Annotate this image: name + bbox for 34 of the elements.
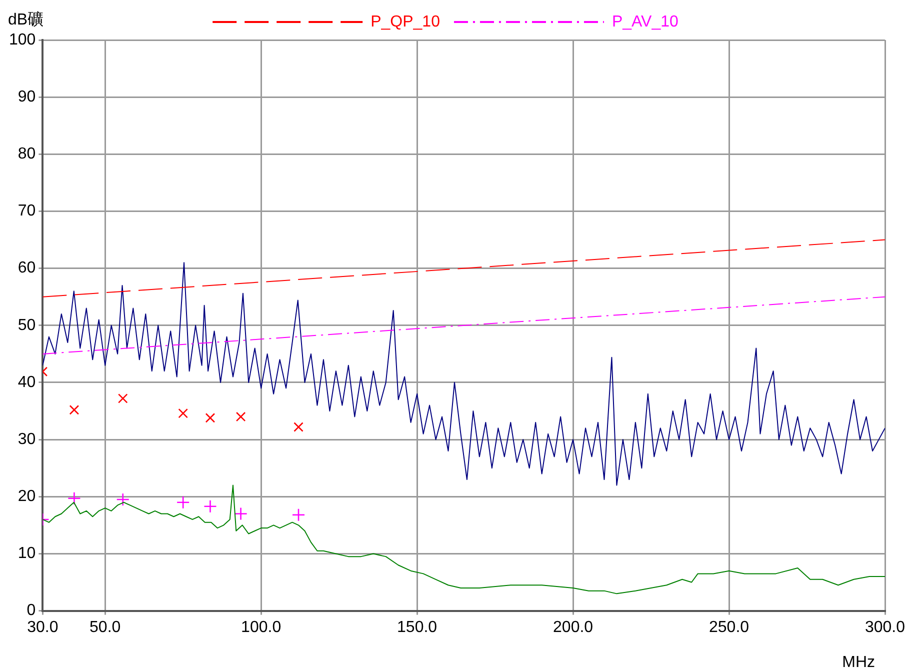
point bbox=[205, 412, 216, 423]
y-tick-label: 50 bbox=[18, 316, 36, 334]
x-tick-label: 250.0 bbox=[708, 618, 750, 636]
y-tick-label: 60 bbox=[18, 260, 36, 277]
point bbox=[68, 492, 81, 506]
y-tick-label: 40 bbox=[18, 374, 36, 391]
y-tick-label: 30 bbox=[18, 430, 36, 448]
y-tick-label: 90 bbox=[18, 88, 36, 106]
x-tick-label: 300.0 bbox=[864, 618, 906, 636]
y-axis-title: dB礦 bbox=[8, 10, 44, 28]
y-tick-label: 100 bbox=[8, 31, 36, 48]
point bbox=[178, 408, 188, 418]
x-axis-title: MHz bbox=[842, 654, 875, 670]
x-tick-label: 100.0 bbox=[241, 618, 282, 636]
point bbox=[292, 508, 306, 522]
y-tick-label: 10 bbox=[18, 545, 36, 562]
y-tick-label: 20 bbox=[18, 488, 36, 506]
x-tick-label: 200.0 bbox=[553, 618, 594, 636]
point bbox=[234, 507, 248, 520]
y-tick-label: 80 bbox=[18, 146, 36, 163]
point bbox=[294, 422, 304, 432]
x-tick-label: 150.0 bbox=[397, 618, 438, 636]
y-tick-label: 0 bbox=[26, 602, 36, 620]
point bbox=[236, 412, 246, 422]
point bbox=[69, 404, 80, 415]
text: P_AV_10 bbox=[612, 13, 679, 30]
point bbox=[118, 394, 128, 404]
point bbox=[116, 492, 130, 506]
point bbox=[204, 500, 217, 513]
text: P_QP_10 bbox=[370, 13, 440, 30]
x-tick-label: 30.0 bbox=[27, 618, 58, 636]
y-tick-label: 70 bbox=[18, 202, 36, 220]
point bbox=[176, 496, 190, 509]
x-tick-label: 50.0 bbox=[90, 618, 121, 636]
